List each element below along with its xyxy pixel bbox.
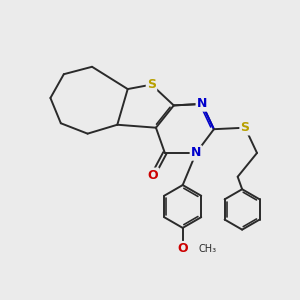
Text: CH₃: CH₃ bbox=[198, 244, 216, 254]
Text: N: N bbox=[197, 98, 207, 110]
Text: N: N bbox=[191, 146, 201, 160]
Text: O: O bbox=[177, 242, 188, 255]
Text: S: S bbox=[147, 78, 156, 91]
Text: O: O bbox=[148, 169, 158, 182]
Text: S: S bbox=[241, 121, 250, 134]
